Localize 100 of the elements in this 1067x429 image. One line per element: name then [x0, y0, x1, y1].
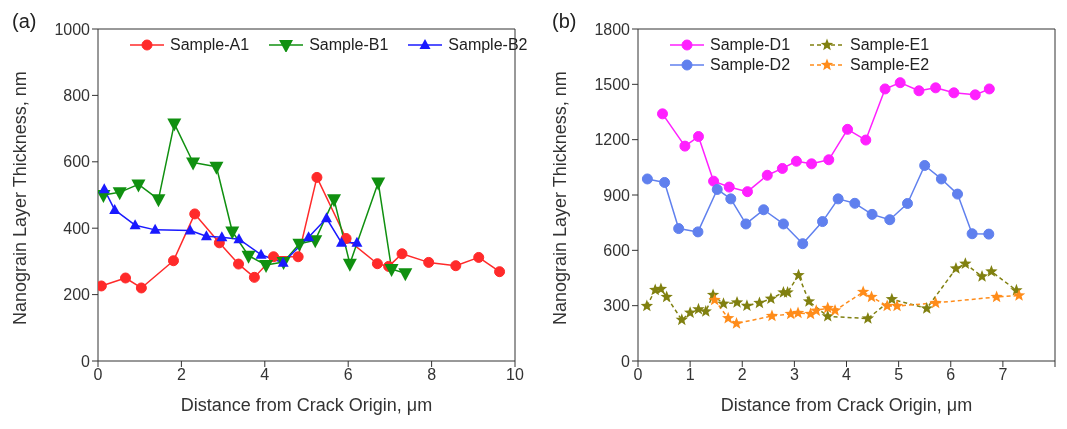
y-tick-label: 1200	[594, 131, 631, 149]
point	[167, 118, 182, 132]
legend-label: Sample-B1	[309, 36, 389, 54]
x-tick-label: 1	[685, 366, 695, 384]
x-axis-title: Distance from Crack Origin, μm	[720, 395, 973, 415]
point	[184, 224, 196, 235]
point	[723, 181, 735, 193]
point	[209, 161, 224, 175]
point	[248, 271, 260, 283]
point	[679, 140, 691, 152]
point	[879, 83, 891, 95]
y-axis-title: Nanograin Layer Thickness, nm	[10, 71, 31, 325]
legend-label: Sample-E1	[850, 36, 930, 54]
point	[777, 218, 789, 230]
point	[342, 258, 357, 272]
text: (b)	[552, 10, 577, 33]
point	[949, 262, 963, 274]
point	[753, 296, 766, 309]
point	[740, 299, 754, 312]
point	[292, 238, 307, 252]
point	[901, 197, 913, 209]
point	[423, 256, 435, 268]
point	[268, 251, 280, 263]
point	[398, 268, 413, 282]
point	[112, 187, 127, 201]
y-tick-label: 800	[63, 87, 91, 105]
point	[781, 285, 794, 298]
x-tick-label: 10	[506, 366, 524, 384]
point	[351, 236, 363, 247]
point	[120, 272, 132, 284]
point	[167, 255, 179, 267]
x-tick-label: 7	[998, 366, 1008, 384]
x-tick-label: 5	[894, 366, 904, 384]
point	[109, 203, 121, 214]
x-tick-label: 2	[176, 366, 186, 384]
y-tick-label: 1800	[594, 20, 631, 38]
point	[640, 299, 654, 312]
legend-label: Sample-A1	[170, 36, 250, 54]
point	[885, 292, 899, 305]
y-tick-label: 300	[603, 297, 631, 315]
point	[966, 228, 978, 240]
point	[761, 169, 773, 181]
point	[717, 297, 730, 310]
point	[880, 299, 894, 312]
point	[336, 236, 348, 247]
point	[894, 77, 906, 89]
point	[823, 154, 835, 166]
point	[821, 301, 834, 314]
point	[641, 173, 653, 185]
point	[730, 317, 743, 329]
y-tick-label: 600	[603, 242, 631, 260]
point	[797, 238, 809, 250]
point	[730, 296, 744, 308]
point	[913, 85, 925, 97]
y-tick-label: 900	[603, 186, 631, 204]
point	[371, 258, 383, 270]
point	[241, 250, 256, 264]
x-tick-label: 6	[946, 366, 956, 384]
point	[791, 306, 805, 319]
point	[292, 251, 304, 263]
point	[930, 82, 942, 94]
point	[692, 131, 704, 143]
point	[790, 155, 802, 167]
y-tick-label: 0	[621, 352, 631, 370]
point	[303, 231, 315, 242]
y-tick-label: 400	[63, 219, 91, 237]
point	[975, 270, 989, 282]
point	[860, 134, 872, 146]
point	[450, 260, 462, 272]
point	[473, 251, 485, 263]
point	[806, 158, 818, 170]
text: (a)	[12, 10, 37, 33]
point	[327, 194, 342, 208]
point	[321, 212, 333, 223]
legend-label: Sample-E2	[850, 56, 930, 74]
x-tick-label: 6	[343, 366, 353, 384]
point	[776, 162, 788, 174]
point	[866, 208, 878, 220]
y-tick-label: 200	[63, 286, 91, 304]
point	[659, 176, 671, 188]
point	[129, 219, 141, 230]
point	[758, 204, 770, 216]
point	[969, 89, 981, 101]
point	[657, 108, 668, 120]
point	[721, 311, 735, 324]
x-tick-label: 2	[737, 366, 747, 384]
y-tick-label: 1500	[594, 76, 631, 94]
point	[959, 257, 972, 270]
point	[708, 293, 721, 306]
y-tick-label: 0	[81, 352, 91, 370]
point	[865, 290, 878, 303]
point	[692, 226, 704, 238]
point	[849, 197, 861, 209]
point	[384, 264, 399, 278]
point	[692, 302, 705, 315]
legend-label: Sample-B2	[448, 36, 528, 54]
point	[675, 313, 688, 326]
point	[131, 179, 146, 193]
point	[985, 265, 998, 277]
point	[765, 309, 779, 322]
